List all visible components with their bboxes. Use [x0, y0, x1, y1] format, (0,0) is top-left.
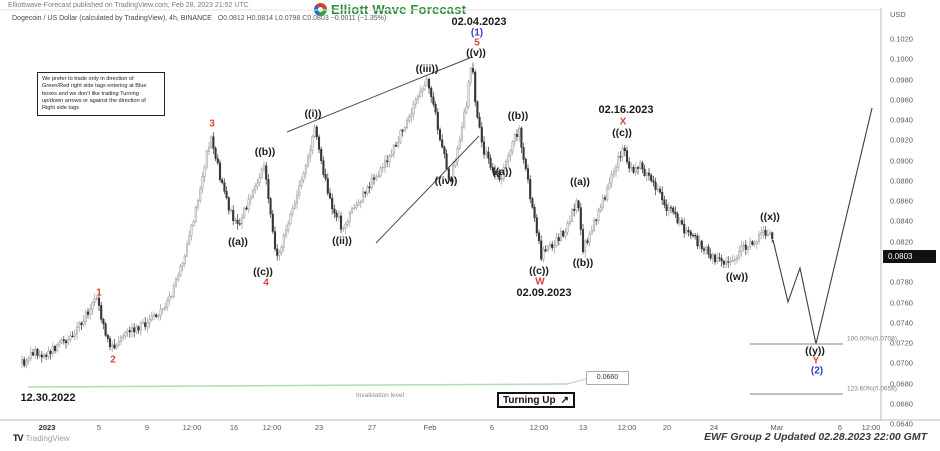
time-axis[interactable]: 2023 5 9 12:00 16 12:00 23 27 Feb 6 12:00 13 12:00 20… — [0, 421, 940, 434]
trading-note: We prefer to trade only in direction of … — [37, 72, 165, 117]
price-tick: 0.0760 — [890, 298, 913, 308]
time-tick: 27 — [367, 423, 377, 432]
price-tick: 0.0820 — [890, 237, 913, 247]
invalidation-price-tag: 0.0660 — [586, 371, 629, 385]
up-arrow-icon: ↗ — [560, 394, 569, 406]
price-tick: 0.0840 — [890, 216, 913, 226]
price-tick: 0.1020 — [890, 34, 913, 44]
turning-up-label: Turning Up ↗ — [497, 392, 575, 408]
time-tick: 6 — [837, 423, 843, 432]
tradingview-logo-icon: TV — [13, 433, 23, 443]
price-tick: 0.0940 — [890, 115, 913, 125]
time-tick: 20 — [662, 423, 672, 432]
price-tick: 0.0640 — [890, 419, 913, 429]
last-price-badge: 0.0803 — [883, 250, 936, 263]
invalidation-level-label: Invalidation level — [356, 392, 405, 399]
price-tick: 0.0980 — [890, 75, 913, 85]
time-tick: 2023 — [38, 423, 56, 432]
time-tick: Mar — [770, 423, 784, 432]
time-tick: 13 — [578, 423, 588, 432]
price-tick: 0.0960 — [890, 95, 913, 105]
price-tick: 0.0740 — [890, 318, 913, 328]
price-tick: 0.0860 — [890, 196, 913, 206]
time-tick: 12:00 — [182, 423, 202, 432]
time-tick: Feb — [423, 423, 437, 432]
price-tick: 0.0780 — [890, 277, 913, 287]
time-tick: 24 — [709, 423, 719, 432]
price-tick: 0.1000 — [890, 54, 913, 64]
tradingview-name: TradingView — [25, 434, 70, 443]
ohlc-values: O0.0812 H0.0814 L0.0798 C0.0803 −0.0011 … — [217, 15, 387, 22]
price-axis[interactable]: USD 0.1020 0.1000 0.0980 0.0960 0.0940 0.0920… — [882, 0, 940, 429]
price-tick: 0.0700 — [890, 358, 913, 368]
price-tick: 0.0900 — [890, 156, 913, 166]
symbol-description: Dogecoin / US Dollar (calculated by Trad… — [12, 15, 212, 22]
publisher-info: Elliottwave-Forecast published on Tradin… — [8, 2, 249, 9]
time-tick: 5 — [96, 423, 102, 432]
price-tick: 0.0660 — [890, 399, 913, 409]
price-tick: 0.0680 — [890, 379, 913, 389]
price-tick: 0.0720 — [890, 338, 913, 348]
time-tick: 6 — [489, 423, 495, 432]
symbol-info: Dogecoin / US Dollar (calculated by Trad… — [12, 15, 386, 22]
time-tick: 12:00 — [529, 423, 549, 432]
time-tick: 12:00 — [262, 423, 282, 432]
price-tick: 0.0920 — [890, 135, 913, 145]
price-tick: 0.0880 — [890, 176, 913, 186]
ewf-credit: EWF Group 2 Updated 02.28.2023 22:00 GMT — [704, 431, 927, 443]
turning-up-text: Turning Up — [503, 394, 556, 406]
time-tick: 23 — [314, 423, 324, 432]
price-axis-currency: USD — [890, 10, 906, 19]
time-tick: 16 — [229, 423, 239, 432]
time-tick: 9 — [144, 423, 150, 432]
time-tick: 12:00 — [861, 423, 881, 432]
tradingview-attribution[interactable]: TV TradingView — [13, 433, 70, 443]
time-tick: 12:00 — [617, 423, 637, 432]
